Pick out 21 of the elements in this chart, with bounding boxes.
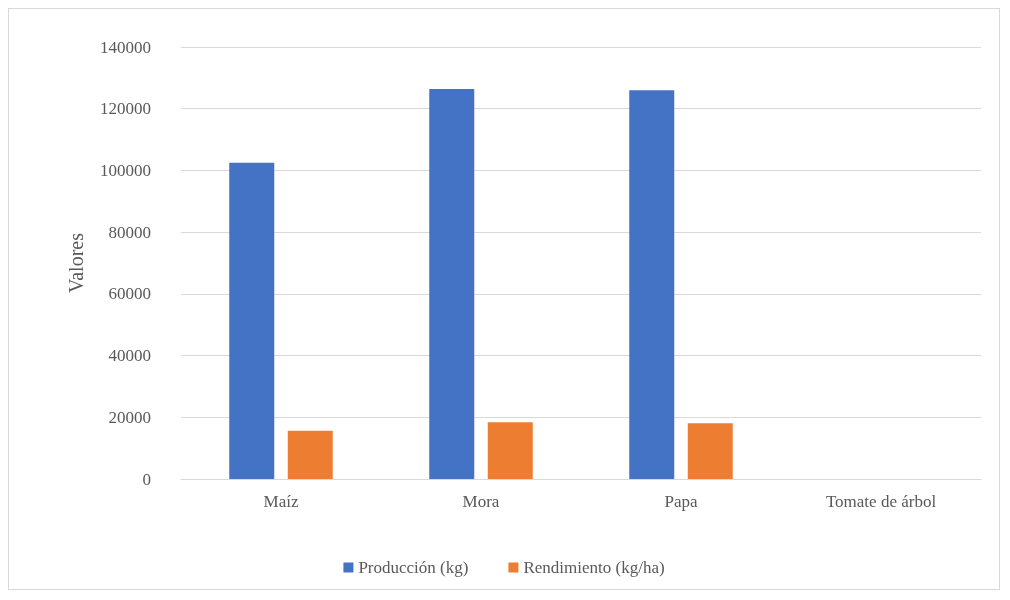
x-tick-label: Mora — [462, 492, 500, 511]
y-tick-label: 0 — [142, 469, 151, 489]
bar — [287, 430, 333, 479]
legend-label: Producción (kg) — [358, 558, 469, 577]
bar — [229, 162, 275, 479]
legend-label: Rendimiento (kg/ha) — [523, 558, 665, 577]
y-tick-label: 60000 — [108, 284, 151, 304]
bar — [429, 88, 475, 479]
x-tick-label: Maíz — [263, 492, 299, 511]
y-tick-label: 140000 — [100, 37, 151, 57]
x-tick-label: Papa — [664, 492, 698, 511]
y-tick-label: 20000 — [108, 407, 151, 427]
y-tick-label: 40000 — [108, 346, 151, 366]
bar — [687, 423, 733, 479]
y-tick-label: 100000 — [100, 160, 151, 180]
y-tick-label: 80000 — [108, 222, 151, 242]
y-tick-label: 120000 — [100, 99, 151, 119]
y-axis-title: Valores — [65, 232, 87, 293]
bar — [629, 90, 675, 479]
x-tick-label: Tomate de árbol — [825, 492, 937, 511]
bar — [487, 422, 533, 479]
